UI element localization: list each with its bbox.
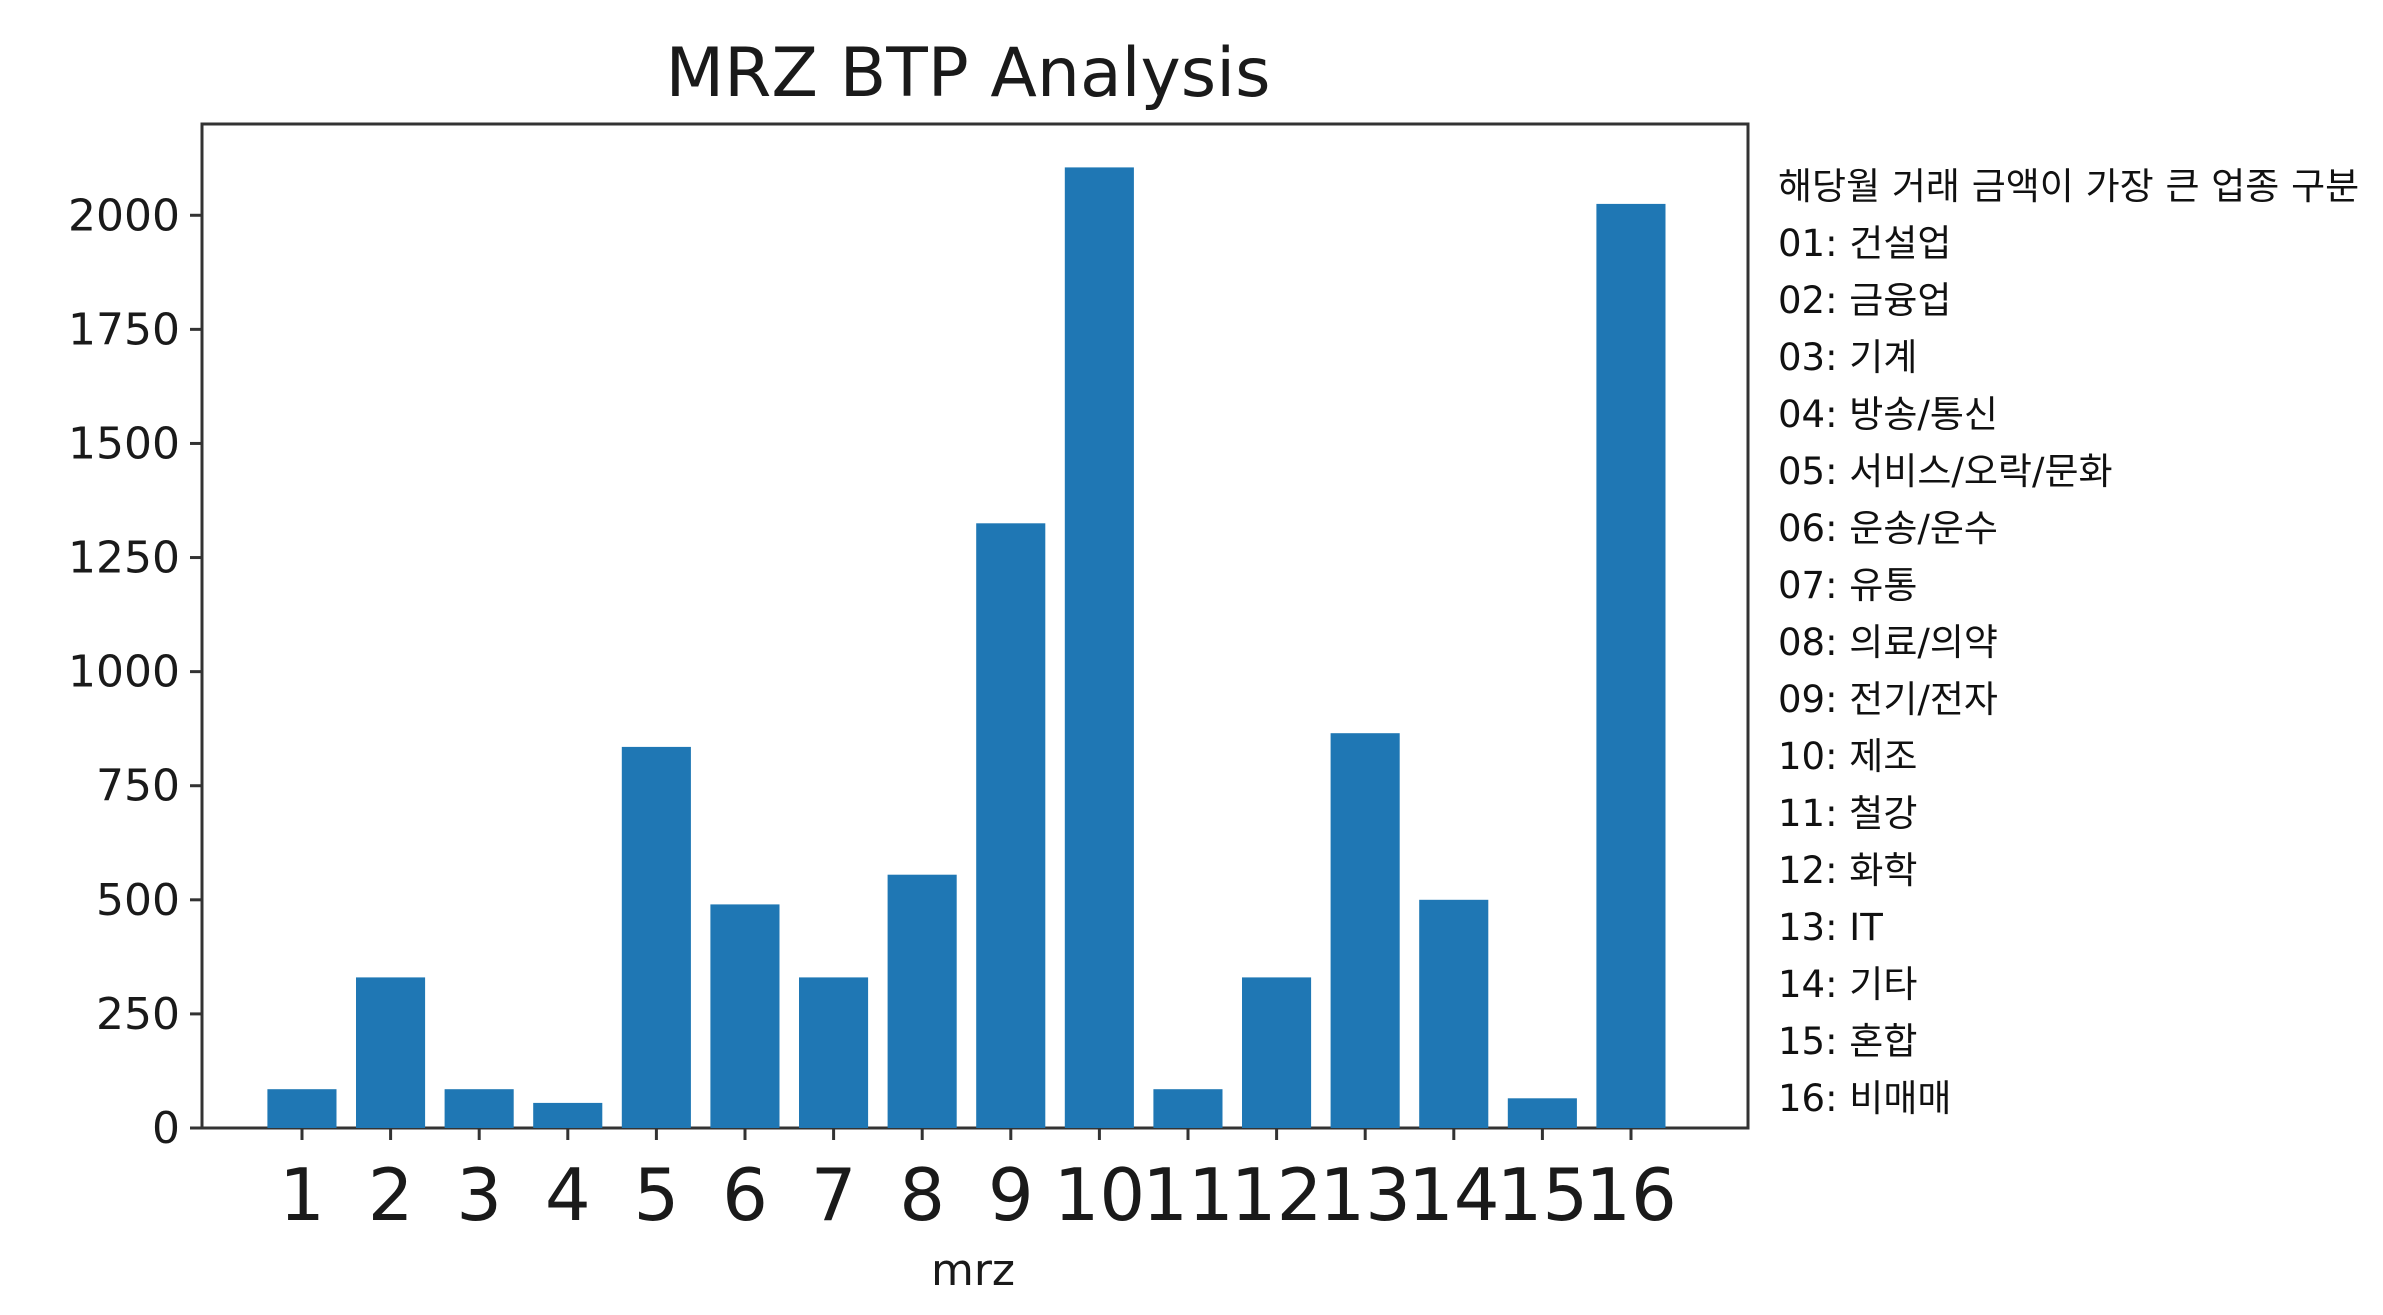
legend-entry: 12: 화학 <box>1778 849 1918 892</box>
legend-entry: 11: 철강 <box>1778 792 1918 835</box>
x-tick-label: 11 <box>1142 1153 1234 1237</box>
bar-7 <box>799 977 869 1128</box>
y-tick-label: 250 <box>96 989 180 1040</box>
bar-10 <box>1064 167 1134 1128</box>
legend-entry: 03: 기계 <box>1778 336 1918 379</box>
bar-3 <box>444 1089 514 1128</box>
legend-entry: 01: 건설업 <box>1778 222 1952 265</box>
y-tick-label: 1000 <box>68 647 180 698</box>
legend-entry: 15: 혼합 <box>1778 1020 1918 1063</box>
chart-title: MRZ BTP Analysis <box>665 34 1270 113</box>
x-tick-label: 4 <box>545 1153 591 1237</box>
bar-14 <box>1419 899 1489 1128</box>
x-tick-label: 13 <box>1319 1153 1411 1237</box>
bar-12 <box>1242 977 1312 1128</box>
legend-entry: 07: 유통 <box>1778 564 1918 607</box>
y-tick-label: 500 <box>96 875 180 926</box>
bar-11 <box>1153 1089 1223 1128</box>
legend-entry: 16: 비매매 <box>1778 1077 1952 1120</box>
legend-entry: 08: 의료/의약 <box>1778 621 1998 664</box>
legend-entry: 13: IT <box>1778 906 1883 949</box>
bar-4 <box>533 1102 603 1128</box>
x-tick-label: 14 <box>1408 1153 1500 1237</box>
legend-entry: 04: 방송/통신 <box>1778 393 1998 436</box>
bar-15 <box>1507 1098 1577 1128</box>
x-tick-label: 3 <box>456 1153 502 1237</box>
x-tick-label: 9 <box>988 1153 1034 1237</box>
x-tick-label: 7 <box>811 1153 857 1237</box>
y-tick-label: 1250 <box>68 533 180 584</box>
x-tick-label: 1 <box>279 1153 325 1237</box>
bar-1 <box>267 1089 337 1128</box>
bar-8 <box>887 874 957 1128</box>
x-tick-label: 15 <box>1497 1153 1589 1237</box>
legend-entry: 06: 운송/운수 <box>1778 507 1998 550</box>
y-tick-label: 2000 <box>68 190 180 241</box>
legend-entry: 14: 기타 <box>1778 963 1918 1006</box>
x-tick-label: 12 <box>1231 1153 1323 1237</box>
y-tick-label: 0 <box>152 1103 180 1154</box>
x-tick-label: 10 <box>1054 1153 1146 1237</box>
legend-heading: 해당월 거래 금액이 가장 큰 업종 구분 <box>1778 165 2360 208</box>
bar-16 <box>1596 203 1666 1128</box>
x-tick-label: 2 <box>368 1153 414 1237</box>
bar-6 <box>710 904 780 1128</box>
category-legend: 해당월 거래 금액이 가장 큰 업종 구분 01: 건설업 02: 금융업 03: 기… <box>1778 158 2378 1127</box>
y-tick-label: 1500 <box>68 418 180 469</box>
plot-area: 1 2 3 4 5 6 7 8 9 1011121314151602505007501000125… <box>68 122 1750 1237</box>
y-tick-label: 1750 <box>68 304 180 355</box>
bar-2 <box>356 977 426 1128</box>
y-tick-label: 750 <box>96 761 180 812</box>
bar-13 <box>1330 733 1400 1128</box>
x-tick-label: 5 <box>633 1153 679 1237</box>
plot-frame <box>200 122 1750 1130</box>
legend-entry: 05: 서비스/오락/문화 <box>1778 450 2113 493</box>
x-tick-label: 8 <box>899 1153 945 1237</box>
legend-entry: 09: 전기/전자 <box>1778 678 1998 721</box>
x-tick-label: 6 <box>722 1153 768 1237</box>
bar-9 <box>976 523 1046 1128</box>
bar-5 <box>621 746 691 1128</box>
legend-entry: 10: 제조 <box>1778 735 1918 778</box>
x-axis-label: mrz <box>931 1245 1015 1296</box>
legend-entry: 02: 금융업 <box>1778 279 1952 322</box>
x-tick-label: 16 <box>1585 1153 1677 1237</box>
